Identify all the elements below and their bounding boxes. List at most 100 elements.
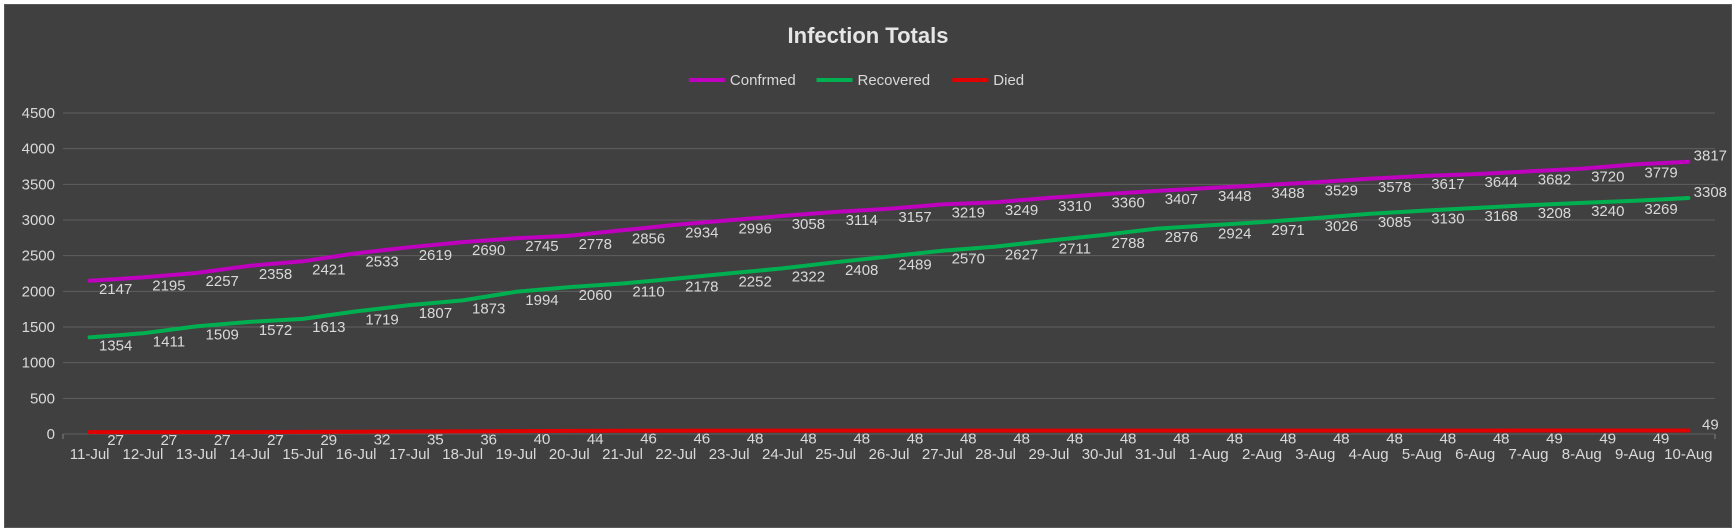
data-label: 2778 <box>579 236 612 253</box>
data-label: 48 <box>747 431 764 448</box>
data-label: 3269 <box>1644 201 1677 218</box>
data-label: 2934 <box>685 225 718 242</box>
data-label: 2745 <box>525 238 558 255</box>
data-label: 48 <box>1173 431 1190 448</box>
data-label: 48 <box>853 431 870 448</box>
data-label: 40 <box>534 431 551 448</box>
data-label: 2421 <box>312 261 345 278</box>
data-label: 2627 <box>1005 247 1038 264</box>
data-label: 3240 <box>1591 203 1624 220</box>
data-label: 48 <box>1067 431 1084 448</box>
data-label: 2252 <box>738 273 771 290</box>
y-tick-label: 1500 <box>22 319 55 336</box>
data-label: 48 <box>1440 431 1457 448</box>
data-label: 2110 <box>632 283 664 300</box>
x-tick-label: 30-Jul <box>1082 446 1123 463</box>
data-label: 2711 <box>1059 241 1091 258</box>
x-tick-label: 28-Jul <box>975 446 1016 463</box>
data-label: 49 <box>1599 431 1616 448</box>
x-tick-label: 20-Jul <box>549 446 590 463</box>
x-tick-label: 26-Jul <box>869 446 910 463</box>
data-label: 2533 <box>365 253 398 270</box>
data-label: 3114 <box>846 212 878 229</box>
y-tick-label: 2500 <box>22 248 55 265</box>
data-label: 2876 <box>1165 229 1198 246</box>
x-tick-label: 4-Aug <box>1349 446 1389 463</box>
data-label: 2178 <box>685 279 718 296</box>
x-tick-label: 8-Aug <box>1562 446 1602 463</box>
data-label: 3360 <box>1111 194 1144 211</box>
x-tick-label: 3-Aug <box>1295 446 1335 463</box>
data-label: 2147 <box>99 281 132 298</box>
series-line-recovered <box>87 196 1691 340</box>
x-tick-label: 13-Jul <box>176 446 217 463</box>
x-tick-label: 21-Jul <box>602 446 643 463</box>
data-label: 48 <box>1333 431 1350 448</box>
line-chart: Infection Totals 0 500 1000 1500 2000 2500 300… <box>22 23 1727 463</box>
data-label: 3026 <box>1325 218 1358 235</box>
data-label: 1572 <box>259 322 292 339</box>
data-label: 48 <box>1280 431 1297 448</box>
x-tick-label: 18-Jul <box>442 446 483 463</box>
data-label: 2690 <box>472 242 505 259</box>
x-tick-label: 5-Aug <box>1402 446 1442 463</box>
y-tick-label: 0 <box>47 426 55 443</box>
data-label: 2924 <box>1218 225 1251 242</box>
series-line-confrmed <box>87 159 1691 283</box>
data-label: 2195 <box>152 277 185 294</box>
data-label: 2358 <box>259 266 292 283</box>
x-tick-label: 12-Jul <box>123 446 164 463</box>
data-label: 48 <box>800 431 817 448</box>
data-label: 3578 <box>1378 179 1411 196</box>
y-tick-label: 2000 <box>22 283 55 300</box>
data-label: 27 <box>107 432 124 449</box>
data-label: 27 <box>214 432 231 449</box>
data-label: 2408 <box>845 262 878 279</box>
data-label: 3058 <box>792 216 825 233</box>
x-tick-label: 22-Jul <box>655 446 696 463</box>
data-label: 3130 <box>1431 211 1464 228</box>
legend-label-recovered: Recovered <box>858 72 931 89</box>
data-label: 3644 <box>1485 174 1518 191</box>
data-label: 1807 <box>419 305 452 322</box>
x-tick-label: 15-Jul <box>282 446 323 463</box>
data-label: 2971 <box>1271 222 1304 239</box>
x-tick-label: 1-Aug <box>1189 446 1229 463</box>
data-label: 3157 <box>898 209 931 226</box>
data-label: 2322 <box>792 268 825 285</box>
data-label: 3779 <box>1644 164 1677 181</box>
x-tick-label: 7-Aug <box>1508 446 1548 463</box>
legend-label-died: Died <box>993 72 1024 89</box>
x-tick-label: 23-Jul <box>709 446 750 463</box>
x-tick-label: 11-Jul <box>70 446 110 463</box>
data-label: 49 <box>1546 431 1563 448</box>
x-tick-label: 6-Aug <box>1455 446 1495 463</box>
data-label: 48 <box>907 431 924 448</box>
data-label: 48 <box>1226 431 1243 448</box>
x-tick-label: 16-Jul <box>336 446 377 463</box>
data-label: 3682 <box>1538 171 1571 188</box>
x-tick-label: 17-Jul <box>389 446 430 463</box>
y-tick-label: 3000 <box>22 212 55 229</box>
data-label: 3310 <box>1058 198 1091 215</box>
data-label: 1613 <box>312 319 345 336</box>
legend-label-confrmed: Confrmed <box>730 72 796 89</box>
x-tick-label: 2-Aug <box>1242 446 1282 463</box>
series-line-died <box>87 428 1691 435</box>
y-tick-label: 3500 <box>22 176 55 193</box>
x-tick-label: 27-Jul <box>922 446 963 463</box>
data-label: 3448 <box>1218 188 1251 205</box>
data-label: 48 <box>1013 431 1030 448</box>
x-tick-label: 29-Jul <box>1028 446 1069 463</box>
data-label: 36 <box>480 431 497 448</box>
data-label: 3720 <box>1591 169 1624 186</box>
data-label: 2619 <box>419 247 452 264</box>
x-tick-label: 25-Jul <box>815 446 856 463</box>
data-label: 1994 <box>525 292 558 309</box>
y-tick-label: 500 <box>30 390 55 407</box>
x-tick-label: 31-Jul <box>1135 446 1176 463</box>
data-label: 3208 <box>1538 205 1571 222</box>
data-label: 1509 <box>206 326 239 343</box>
x-tick-label: 9-Aug <box>1615 446 1655 463</box>
